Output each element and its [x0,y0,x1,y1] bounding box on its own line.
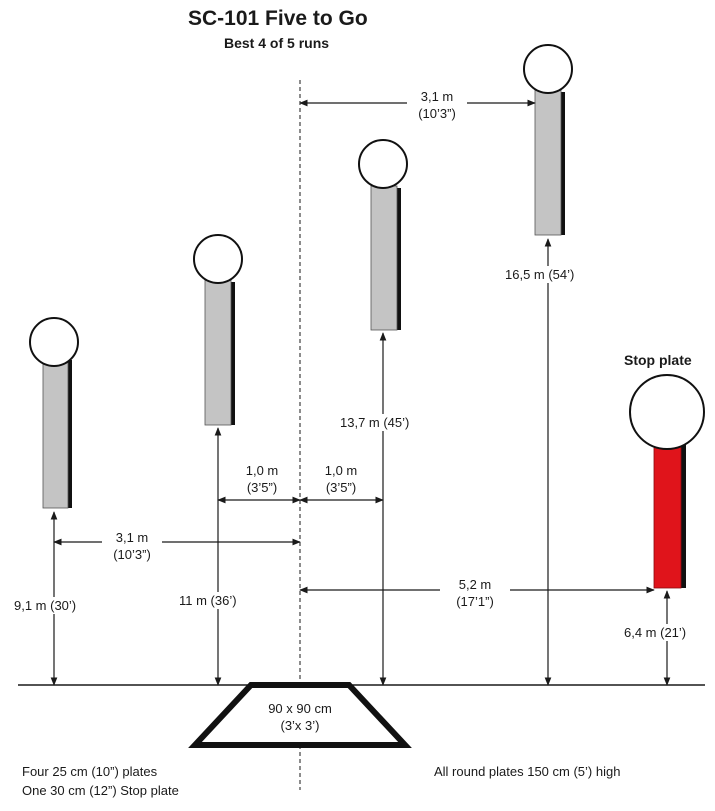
plate-target-2 [193,234,243,426]
height-label-4: 16,5 m (54’) [503,266,577,283]
stop-plate-target [629,374,705,589]
box-size-label: 90 x 90 cm (3’x 3’) [255,700,345,734]
post [204,279,232,426]
post [42,357,69,509]
height-label-stop: 6,4 m (21’) [622,624,689,641]
gap-stop-label: 5,2 m (17’1”) [440,576,510,610]
height-label-2: 11 m (36’) [177,592,239,609]
box-size-metric: 90 x 90 cm [268,701,332,716]
diagram-title: SC-101 Five to Go [188,7,368,30]
gap-center-right-metric: 1,0 m [324,463,358,478]
gap-top-imperial: (10’3”) [418,106,456,121]
post [370,185,398,331]
plates-note: Four 25 cm (10”) plates One 30 cm (12”) … [22,762,179,800]
gap-stop-imperial: (17’1”) [456,594,494,609]
gap-left-label: 3,1 m (10’3”) [102,529,162,563]
round-plate [358,139,408,189]
gap-center-left-label: 1,0 m (3’5”) [232,462,292,496]
round-plate [29,317,79,367]
gap-center-left-metric: 1,0 m [245,463,279,478]
diagram-subtitle: Best 4 of 5 runs [224,35,330,51]
box-size-imperial: (3’x 3’) [280,718,320,733]
round-plate [193,234,243,284]
gap-left-imperial: (10’3”) [113,547,151,562]
gap-top-metric: 3,1 m [420,89,454,104]
gap-center-right-label: 1,0 m (3’5”) [311,462,371,496]
stop-plate-label: Stop plate [624,352,692,368]
gap-left-metric: 3,1 m [115,530,149,545]
gap-center-right-imperial: (3’5”) [325,480,357,495]
plate-target-3 [358,139,408,331]
round-plate [523,44,573,94]
plate-target-1 [29,317,79,509]
shooting-box [188,682,412,748]
gap-stop-metric: 5,2 m [458,577,492,592]
stop-post [653,442,682,589]
gap-top-label: 3,1 m (10’3”) [407,88,467,122]
stop-round-plate [629,374,705,450]
post [534,89,562,236]
height-label-3: 13,7 m (45’) [338,414,412,431]
gap-center-left-imperial: (3’5”) [246,480,278,495]
plate-target-4 [523,44,573,236]
height-note: All round plates 150 cm (5’) high [434,764,621,779]
plates-note-line-2: One 30 cm (12”) Stop plate [22,783,179,798]
height-label-1: 9,1 m (30’) [12,597,79,614]
plates-note-line-1: Four 25 cm (10”) plates [22,764,158,779]
